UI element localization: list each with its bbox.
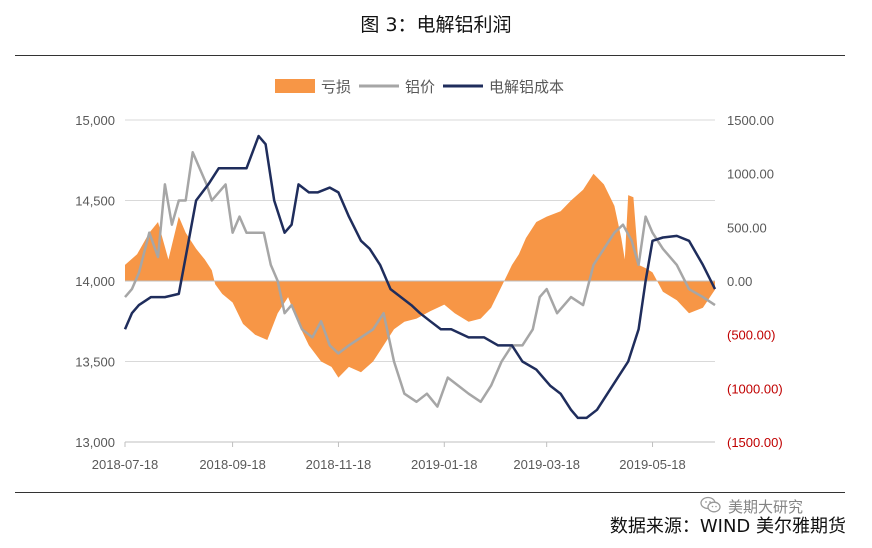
- y-left-tick-label: 13,000: [75, 435, 115, 450]
- chart-title: 图 3：电解铝利润: [360, 14, 512, 36]
- y-right-tick-label: (1500.00): [727, 435, 783, 450]
- aluminum-price-line: [124, 150, 716, 408]
- y-right-tick-label: 1000.00: [727, 167, 774, 182]
- x-tick-label: 2019-05-18: [619, 457, 686, 472]
- legend-swatch-loss: [275, 79, 315, 93]
- loss-area-layer: [125, 173, 715, 378]
- bottom-rule: [15, 492, 845, 493]
- y-right-tick-label: 500.00: [727, 220, 767, 235]
- x-tick-label: 2018-09-18: [199, 457, 266, 472]
- x-tick-label: 2018-11-18: [306, 457, 372, 472]
- y-right-tick-label: 1500.00: [727, 113, 774, 128]
- y-right-tick-label: (1000.00): [727, 381, 783, 396]
- electrolytic-cost-line: [123, 134, 717, 420]
- watermark-text: 美期大研究: [728, 498, 804, 516]
- y-left-tick-label: 15,000: [75, 113, 115, 128]
- legend-label: 铝价: [405, 78, 435, 96]
- x-tick-label: 2018-07-18: [92, 457, 159, 472]
- x-tick-label: 2019-03-18: [513, 457, 580, 472]
- top-rule: [15, 55, 845, 56]
- legend-label: 电解铝成本: [489, 78, 564, 96]
- legend: 亏损 铝价 电解铝成本: [275, 78, 564, 96]
- y-right-tick-label: 0.00: [727, 274, 752, 289]
- y-left-tick-label: 14,500: [75, 194, 115, 209]
- y-left-tick-label: 13,500: [75, 355, 115, 370]
- y-left-tick-label: 14,000: [75, 274, 115, 289]
- series-lines-layer: [123, 134, 717, 420]
- x-tick-label: 2019-01-18: [411, 457, 478, 472]
- data-source: 数据来源：WIND 美尔雅期货: [609, 516, 846, 537]
- legend-label: 亏损: [321, 78, 351, 96]
- wechat-icon: [700, 496, 721, 513]
- y-right-tick-label: (500.00): [727, 328, 775, 343]
- loss-area: [125, 173, 715, 378]
- axes: 15,000 14,500 14,000 13,500 13,000 1500.00 100…: [75, 113, 782, 472]
